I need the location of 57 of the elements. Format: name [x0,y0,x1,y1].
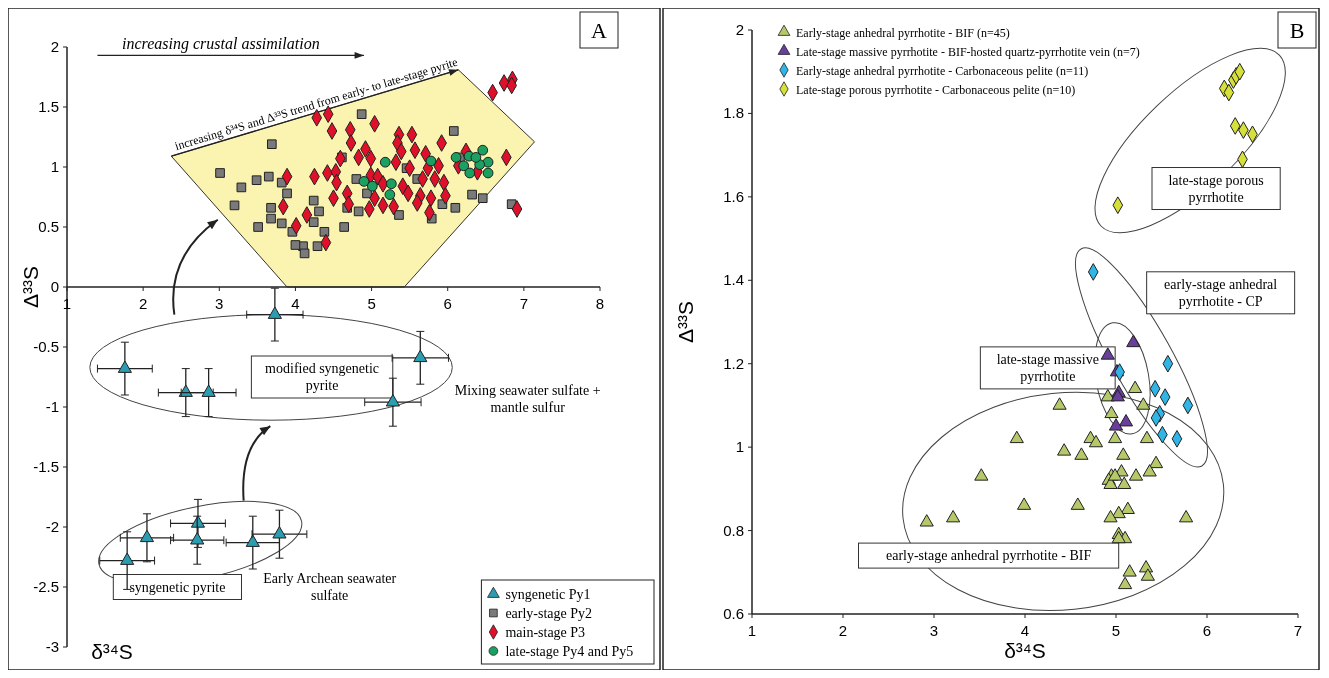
legend-label: Early-stage anhedral pyrrhotite - Carbonaceous pelite (n=11) [796,64,1089,78]
legend-label: Late-stage massive pyrrhotite - BIF-hosted quartz-pyrrhotite vein (n=7) [796,45,1140,59]
y-tick-label: 2 [50,38,59,55]
y-tick-label: 1.2 [723,354,744,372]
annotation: late-stage massive pyrrhotite [996,351,1099,384]
annotation: Mixing seawater sulfate + mantle sulfur [454,382,601,415]
y-tick-label: 0.8 [723,521,744,539]
annotation: Early Archean seawater sulfate [263,571,397,603]
annotation: syngenetic pyrite [129,579,226,595]
y-tick-label: 1 [735,438,744,456]
x-tick-label: 6 [1202,622,1212,639]
legend-label: Early-stage anhedral pyrrhotite - BIF (n=45) [796,26,1010,40]
annotation: modified syngenetic pyrite [265,361,380,393]
y-tick-label: 1.4 [723,271,744,289]
x-tick-label: 3 [215,295,224,312]
x-tick-label: 2 [838,622,848,639]
y-tick-label: -1.5 [33,458,59,475]
y-tick-label: -2 [45,518,59,535]
y-tick-label: 2 [735,21,744,38]
y-tick-label: -3 [45,638,59,655]
x-tick-label: 7 [519,295,529,312]
y-tick-label: -1 [45,398,59,415]
x-tick-label: 4 [1020,622,1030,639]
legend-label: Late-stage porous pyrrhotite - Carbonaceous pelite (n=10) [796,83,1076,97]
y-tick-label: 0 [50,278,59,295]
x-tick-label: 1 [747,622,757,639]
y-tick-label: 1 [50,158,59,175]
chart-title: A [591,18,608,43]
y-tick-label: -2.5 [33,578,59,595]
annotation: increasing crustal assimilation [122,35,320,53]
legend-label: late-stage Py4 and Py5 [505,644,634,659]
x-tick-label: 8 [595,295,605,312]
annotation: early-stage anhedral pyrrhotite - BIF [885,548,1092,564]
chart-title: B [1289,18,1305,43]
legend-label: early-stage Py2 [505,606,593,621]
x-tick-label: 5 [367,295,376,312]
y-tick-label: -0.5 [33,338,59,355]
legend-label: main-stage P3 [505,625,586,640]
y-tick-label: 0.5 [38,218,59,235]
legend-label: syngenetic Py1 [505,587,591,602]
annotation: early-stage anhedral pyrrhotite - CP [1164,276,1278,309]
annotation: increasing δ³⁴S and Δ³³S trend from early- to late-stage pyrite [173,54,460,154]
y-axis-title: Δ³³S [19,265,42,309]
x-tick-label: 6 [443,295,452,312]
x-tick-label: 5 [1111,622,1121,639]
y-tick-label: 1.5 [38,98,59,115]
y-axis-title: Δ³³S [674,300,697,344]
x-tick-label: 4 [291,295,300,312]
y-tick-label: 1.6 [723,187,744,205]
x-axis-title: δ³⁴S [1004,639,1046,662]
annotation: late-stage porous pyrrhotite [1168,172,1264,205]
x-tick-label: 2 [138,295,148,312]
x-tick-label: 7 [1293,622,1303,639]
x-tick-label: 3 [929,622,939,639]
y-tick-label: 0.6 [723,605,744,622]
x-axis-title: δ³⁴S [91,640,133,663]
y-tick-label: 1.8 [723,104,744,122]
